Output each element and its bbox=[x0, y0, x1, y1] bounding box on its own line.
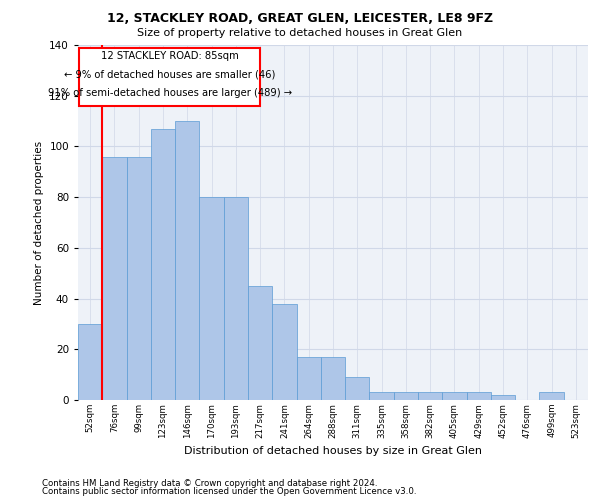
Bar bbox=[78, 324, 102, 400]
Bar bbox=[272, 304, 296, 400]
Text: 12 STACKLEY ROAD: 85sqm: 12 STACKLEY ROAD: 85sqm bbox=[101, 52, 239, 62]
Bar bbox=[491, 395, 515, 400]
Text: Contains public sector information licensed under the Open Government Licence v3: Contains public sector information licen… bbox=[42, 488, 416, 496]
Bar bbox=[370, 392, 394, 400]
Bar bbox=[418, 392, 442, 400]
Bar bbox=[539, 392, 564, 400]
Text: ← 9% of detached houses are smaller (46): ← 9% of detached houses are smaller (46) bbox=[64, 70, 275, 80]
Bar bbox=[248, 286, 272, 400]
Bar bbox=[224, 197, 248, 400]
Bar bbox=[102, 156, 127, 400]
Bar bbox=[175, 121, 199, 400]
Text: Size of property relative to detached houses in Great Glen: Size of property relative to detached ho… bbox=[137, 28, 463, 38]
Bar bbox=[345, 377, 370, 400]
X-axis label: Distribution of detached houses by size in Great Glen: Distribution of detached houses by size … bbox=[184, 446, 482, 456]
Y-axis label: Number of detached properties: Number of detached properties bbox=[34, 140, 44, 304]
Bar bbox=[467, 392, 491, 400]
Text: 12, STACKLEY ROAD, GREAT GLEN, LEICESTER, LE8 9FZ: 12, STACKLEY ROAD, GREAT GLEN, LEICESTER… bbox=[107, 12, 493, 26]
Bar bbox=[321, 357, 345, 400]
Bar bbox=[127, 156, 151, 400]
Text: 91% of semi-detached houses are larger (489) →: 91% of semi-detached houses are larger (… bbox=[47, 88, 292, 98]
FancyBboxPatch shape bbox=[79, 48, 260, 106]
Bar bbox=[296, 357, 321, 400]
Bar bbox=[442, 392, 467, 400]
Bar bbox=[151, 128, 175, 400]
Text: Contains HM Land Registry data © Crown copyright and database right 2024.: Contains HM Land Registry data © Crown c… bbox=[42, 478, 377, 488]
Bar bbox=[199, 197, 224, 400]
Bar bbox=[394, 392, 418, 400]
